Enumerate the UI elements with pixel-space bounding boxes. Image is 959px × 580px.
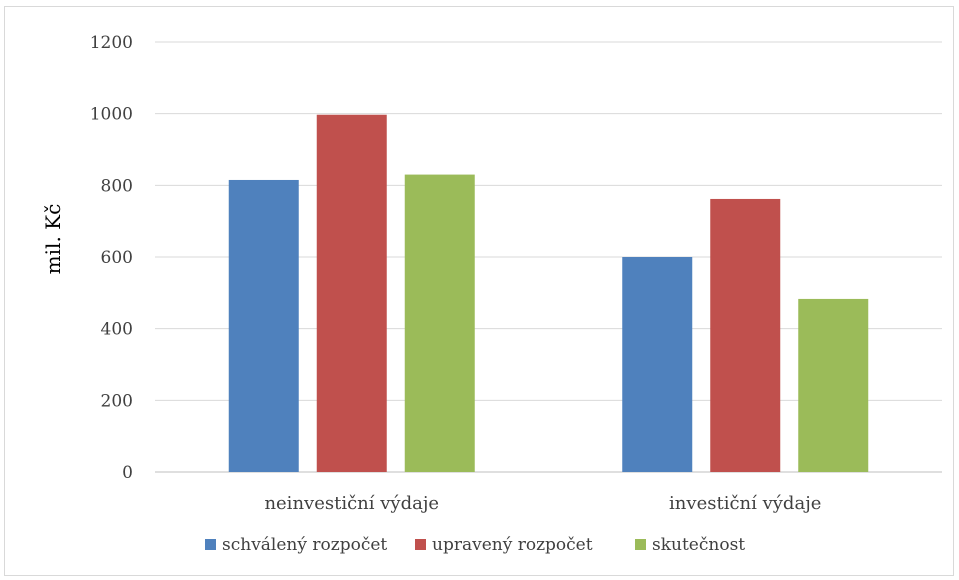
legend-label-3: skutečnost bbox=[652, 535, 745, 555]
bar-1-2 bbox=[316, 114, 387, 472]
legend-label-1: schválený rozpočet bbox=[222, 535, 387, 555]
y-tick-label-1200: 1200 bbox=[90, 33, 133, 53]
bar-2-3 bbox=[798, 298, 869, 472]
y-axis-title: mil. Kč bbox=[41, 204, 65, 275]
legend-label-2: upravený rozpočet bbox=[432, 535, 593, 555]
legend-swatch-2 bbox=[415, 539, 426, 550]
bar-1-1 bbox=[228, 179, 299, 473]
bar-chart: 0 200 400 600 800 1000 1200 neinvestiční výdaj… bbox=[41, 33, 942, 555]
y-tick-label-400: 400 bbox=[101, 320, 133, 340]
category-label-2: investiční výdaje bbox=[669, 493, 821, 514]
bar-2-2 bbox=[710, 198, 781, 472]
y-tick-label-0: 0 bbox=[122, 463, 133, 483]
legend-swatch-3 bbox=[635, 539, 646, 550]
y-tick-label-200: 200 bbox=[101, 391, 133, 411]
legend-swatch-1 bbox=[205, 539, 216, 550]
bars bbox=[228, 114, 869, 473]
y-tick-label-600: 600 bbox=[101, 248, 133, 268]
bar-1-3 bbox=[404, 174, 475, 473]
y-tick-label-1000: 1000 bbox=[90, 105, 133, 125]
category-label-1: neinvestiční výdaje bbox=[264, 493, 439, 514]
x-axis-categories: neinvestiční výdaje investiční výdaje bbox=[264, 493, 821, 514]
chart-frame: 0 200 400 600 800 1000 1200 neinvestiční výdaj… bbox=[4, 6, 954, 576]
y-axis-ticks: 0 200 400 600 800 1000 1200 bbox=[90, 33, 133, 483]
bar-2-1 bbox=[622, 257, 693, 472]
y-tick-label-800: 800 bbox=[101, 176, 133, 196]
legend: schválený rozpočet upravený rozpočet skute… bbox=[205, 535, 745, 555]
